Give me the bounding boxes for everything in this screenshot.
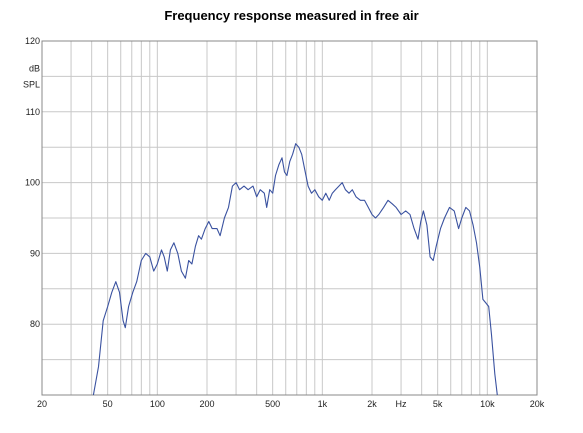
y-tick-label: 110: [26, 107, 40, 117]
y-tick-label: 100: [25, 178, 40, 188]
unit-labels: dB SPL Hz: [23, 63, 407, 409]
response-curve: [92, 143, 498, 396]
x-tick-label: 100: [150, 399, 165, 409]
y-unit-label: SPL: [23, 79, 40, 89]
x-tick-label: 20: [37, 399, 47, 409]
x-tick-label: 2k: [367, 399, 377, 409]
y-tick-label: 120: [25, 36, 40, 46]
x-tick-label: 20k: [530, 399, 545, 409]
y-unit-label: dB: [29, 63, 40, 73]
tick-labels: 20 50 100 200 500 1k 2k 5k 10k 20k 80 90 100 110 120: [25, 36, 545, 409]
plot-frame: [41, 40, 538, 396]
minor-grid: [41, 40, 538, 396]
x-unit-label: Hz: [396, 399, 407, 409]
chart-title: Frequency response measured in free air: [164, 8, 419, 23]
y-tick-label: 90: [30, 248, 40, 258]
x-tick-label: 200: [199, 399, 214, 409]
x-tick-label: 10k: [480, 399, 495, 409]
series-layer: [92, 143, 498, 396]
x-tick-label: 1k: [318, 399, 328, 409]
x-tick-label: 50: [103, 399, 113, 409]
y-tick-label: 80: [30, 319, 40, 329]
x-tick-label: 5k: [433, 399, 443, 409]
x-tick-label: 500: [265, 399, 280, 409]
